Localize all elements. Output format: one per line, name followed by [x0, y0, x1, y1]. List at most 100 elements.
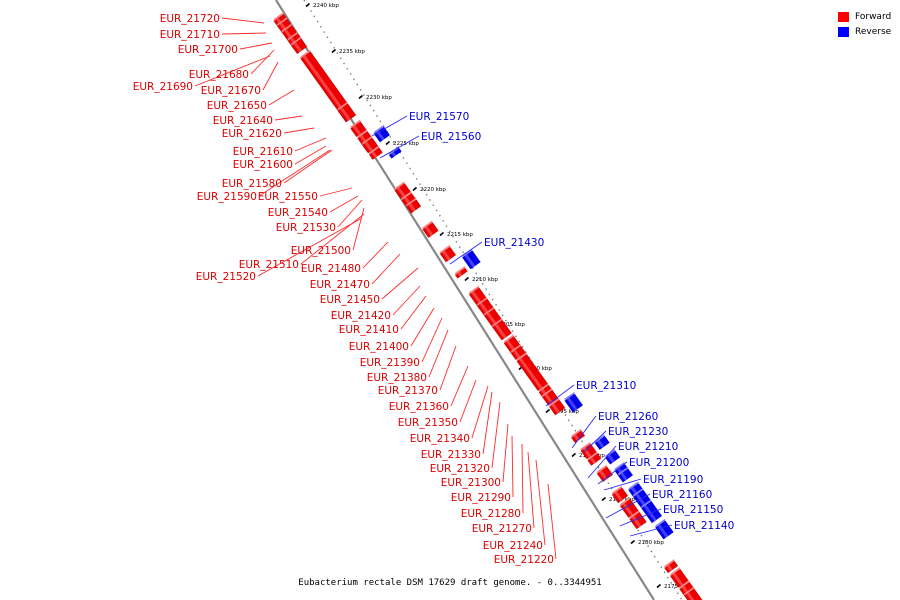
reverse-gene [594, 434, 610, 450]
forward-gene [422, 220, 439, 238]
forward-gene-label: EUR_21640 [213, 115, 273, 127]
forward-gene-label: EUR_21410 [339, 324, 399, 336]
forward-gene [291, 36, 308, 54]
forward-gene-label: EUR_21390 [360, 357, 420, 369]
forward-gene-label: EUR_21720 [160, 13, 220, 25]
forward-gene [670, 567, 689, 588]
forward-gene-label: EUR_21480 [301, 263, 361, 275]
forward-gene [361, 135, 379, 154]
forward-gene [454, 266, 468, 279]
reverse-gene-label: EUR_21190 [643, 474, 703, 486]
forward-gene-label: EUR_21280 [461, 508, 521, 520]
forward-gene-label: EUR_21670 [201, 85, 261, 97]
reverse-gene-label: EUR_21430 [484, 237, 544, 249]
forward-gene-label: EUR_21360 [389, 401, 449, 413]
tick-label: 2180 kbp [638, 540, 664, 546]
forward-gene [516, 352, 548, 391]
tick-label: 2240 kbp [313, 3, 339, 9]
tick-label: 2235 kbp [339, 49, 365, 55]
forward-gene-label: EUR_21700 [178, 44, 238, 56]
forward-gene [394, 181, 411, 199]
reverse-gene-label: EUR_21560 [421, 131, 481, 143]
forward-gene [542, 388, 559, 406]
forward-gene-label: EUR_21530 [276, 222, 336, 234]
genome-caption: Eubacterium rectale DSM 17629 draft geno… [298, 578, 602, 588]
forward-gene-label: EUR_21420 [331, 310, 391, 322]
forward-gene [580, 441, 597, 460]
forward-gene [549, 397, 566, 416]
forward-gene [510, 344, 526, 360]
forward-gene-label: EUR_21690 [133, 81, 193, 93]
label-leaders [194, 17, 673, 560]
forward-gene-label: EUR_21370 [378, 385, 438, 397]
forward-gene [596, 464, 613, 482]
forward-gene-label: EUR_21520 [196, 271, 256, 283]
reverse-gene-label: EUR_21310 [576, 380, 636, 392]
legend: Forward Reverse [838, 9, 891, 39]
forward-gene-label: EUR_21600 [233, 159, 293, 171]
reverse-gene-label: EUR_21150 [663, 504, 723, 516]
forward-gene-label: EUR_21330 [421, 449, 481, 461]
forward-gene [571, 428, 586, 443]
forward-gene [587, 451, 602, 466]
forward-gene-label: EUR_21450 [320, 294, 380, 306]
forward-gene-label: EUR_21650 [207, 100, 267, 112]
gene-labels: EUR_21720EUR_21710EUR_21700EUR_21680EUR_… [133, 13, 735, 566]
reverse-gene [462, 248, 481, 270]
tick-label: 2210 kbp [472, 277, 498, 283]
forward-gene-label: EUR_21220 [494, 554, 554, 566]
forward-swatch [838, 11, 849, 22]
tick-label: 2175 kbp [664, 584, 690, 590]
forward-gene-label: EUR_21240 [483, 540, 543, 552]
reverse-gene-label: EUR_21570 [409, 111, 469, 123]
forward-gene-label: EUR_21270 [472, 523, 532, 535]
reverse-gene [655, 518, 674, 540]
reverse-gene-label: EUR_21200 [629, 457, 689, 469]
forward-gene-label: EUR_21340 [410, 433, 470, 445]
reverse-gene [617, 466, 633, 483]
reverse-gene-label: EUR_21210 [618, 441, 678, 453]
forward-gene-label: EUR_21680 [189, 69, 249, 81]
forward-gene-label: EUR_21590 [197, 191, 257, 203]
forward-gene-label: EUR_21290 [451, 492, 511, 504]
forward-gene [611, 485, 629, 504]
tick-label: 2230 kbp [366, 95, 392, 101]
forward-gene [406, 197, 422, 214]
forward-gene [664, 558, 679, 574]
tick-label: 2220 kbp [420, 187, 446, 193]
forward-gene-label: EUR_21550 [258, 191, 318, 203]
forward-gene-label: EUR_21470 [310, 279, 370, 291]
reverse-gene [564, 391, 583, 413]
forward-gene-label: EUR_21350 [398, 417, 458, 429]
tick-label: 2205 kbp [499, 322, 525, 328]
forward-gene-label: EUR_21400 [349, 341, 409, 353]
forward-gene-label: EUR_21320 [430, 463, 490, 475]
forward-gene [337, 101, 357, 123]
legend-reverse: Reverse [838, 24, 891, 39]
reverse-gene [373, 124, 390, 143]
forward-gene-label: EUR_21580 [222, 178, 282, 190]
forward-gene-label: EUR_21540 [268, 207, 328, 219]
reverse-label: Reverse [855, 26, 892, 37]
forward-gene [350, 119, 367, 137]
legend-forward: Forward [838, 9, 891, 24]
forward-gene [620, 497, 639, 518]
tick-label: 2215 kbp [447, 232, 473, 238]
forward-gene [684, 586, 703, 600]
tick-label: 2200 kbp [526, 366, 552, 372]
forward-gene [492, 318, 512, 341]
tick-label: 2225 kbp [393, 141, 419, 147]
reverse-gene-label: EUR_21160 [652, 489, 712, 501]
forward-gene-label: EUR_21300 [441, 477, 501, 489]
gene-blocks [273, 12, 703, 600]
reverse-swatch [838, 26, 849, 37]
reverse-gene-label: EUR_21230 [608, 426, 668, 438]
forward-label: Forward [855, 11, 892, 22]
forward-gene-label: EUR_21510 [239, 259, 299, 271]
forward-gene [439, 244, 457, 263]
reverse-gene-label: EUR_21140 [674, 520, 734, 532]
forward-gene-label: EUR_21380 [367, 372, 427, 384]
forward-gene-label: EUR_21500 [291, 245, 351, 257]
forward-gene [368, 145, 383, 160]
